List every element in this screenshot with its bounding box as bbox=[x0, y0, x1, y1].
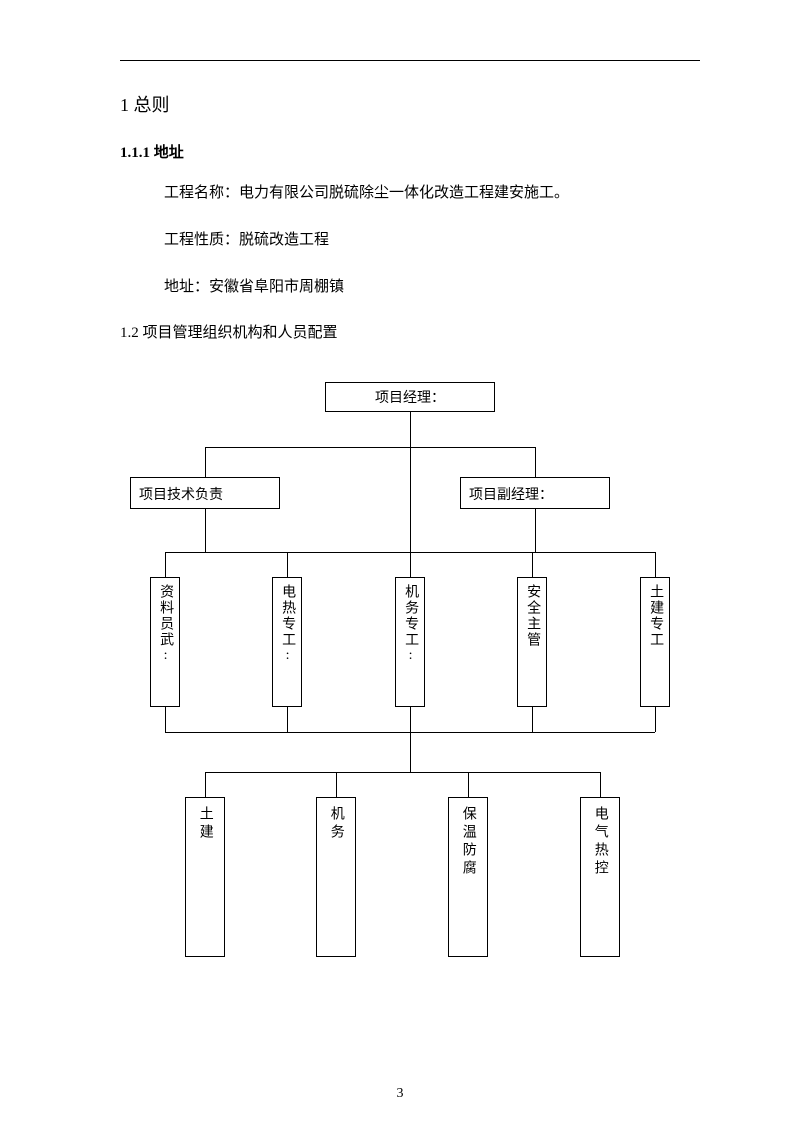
project-name-para: 工程名称：电力有限公司脱硫除尘一体化改造工程建安施工。 bbox=[120, 180, 700, 207]
node-electrical: 电气热控 bbox=[580, 797, 620, 957]
connector-line bbox=[655, 552, 656, 577]
node-civil-engineer: 土建专工 bbox=[640, 577, 670, 707]
connector-line bbox=[535, 447, 536, 477]
connector-line bbox=[165, 707, 166, 732]
node-label: 项目技术负责 bbox=[139, 484, 223, 504]
connector-line bbox=[287, 552, 288, 577]
node-electric-heat-engineer: 电热专工: bbox=[272, 577, 302, 707]
connector-line bbox=[532, 707, 533, 732]
node-safety-supervisor: 安全主管 bbox=[517, 577, 547, 707]
connector-line bbox=[600, 772, 601, 797]
section-1-heading: 1 总则 bbox=[120, 91, 700, 117]
project-nature-para: 工程性质：脱硫改造工程 bbox=[120, 227, 700, 254]
connector-line bbox=[205, 447, 206, 477]
connector-line bbox=[205, 772, 206, 797]
node-machinery-engineer: 机务专工: bbox=[395, 577, 425, 707]
connector-line bbox=[468, 772, 469, 797]
connector-line bbox=[535, 509, 536, 552]
node-machinery: 机务 bbox=[316, 797, 356, 957]
node-label: 机务 bbox=[324, 798, 348, 850]
node-deputy-manager: 项目副经理： bbox=[460, 477, 610, 509]
node-label: 资料员武: bbox=[154, 578, 176, 671]
org-chart: 项目经理： 项目技术负责 项目副经理： 资料员武: bbox=[120, 382, 700, 1022]
node-label: 机务专工: bbox=[399, 578, 421, 671]
node-label: 项目经理： bbox=[375, 387, 445, 407]
connector-line bbox=[410, 707, 411, 732]
node-civil: 土建 bbox=[185, 797, 225, 957]
connector-line bbox=[205, 447, 535, 448]
node-label: 项目副经理： bbox=[469, 484, 553, 504]
node-label: 安全主管 bbox=[521, 578, 543, 654]
node-label: 土建专工 bbox=[644, 578, 666, 654]
section-1-2-heading: 1.2 项目管理组织机构和人员配置 bbox=[120, 321, 700, 342]
address-para: 地址：安徽省阜阳市周棚镇 bbox=[120, 274, 700, 301]
node-label: 电热专工: bbox=[276, 578, 298, 671]
node-data-clerk: 资料员武: bbox=[150, 577, 180, 707]
node-tech-lead: 项目技术负责 bbox=[130, 477, 280, 509]
connector-line bbox=[287, 707, 288, 732]
connector-line bbox=[410, 552, 411, 577]
connector-line bbox=[336, 772, 337, 797]
connector-line bbox=[165, 552, 166, 577]
connector-line bbox=[410, 447, 411, 552]
connector-line bbox=[410, 412, 411, 447]
node-insulation: 保温防腐 bbox=[448, 797, 488, 957]
node-project-manager: 项目经理： bbox=[325, 382, 495, 412]
node-label: 电气热控 bbox=[588, 798, 612, 886]
connector-line bbox=[410, 732, 411, 772]
header-rule bbox=[120, 60, 700, 61]
section-1-1-1-heading: 1.1.1 地址 bbox=[120, 141, 700, 162]
connector-line bbox=[532, 552, 533, 577]
connector-line bbox=[205, 772, 600, 773]
page-number: 3 bbox=[0, 1086, 800, 1102]
connector-line bbox=[205, 509, 206, 552]
node-label: 土建 bbox=[193, 798, 217, 850]
connector-line bbox=[655, 707, 656, 732]
node-label: 保温防腐 bbox=[456, 798, 480, 886]
